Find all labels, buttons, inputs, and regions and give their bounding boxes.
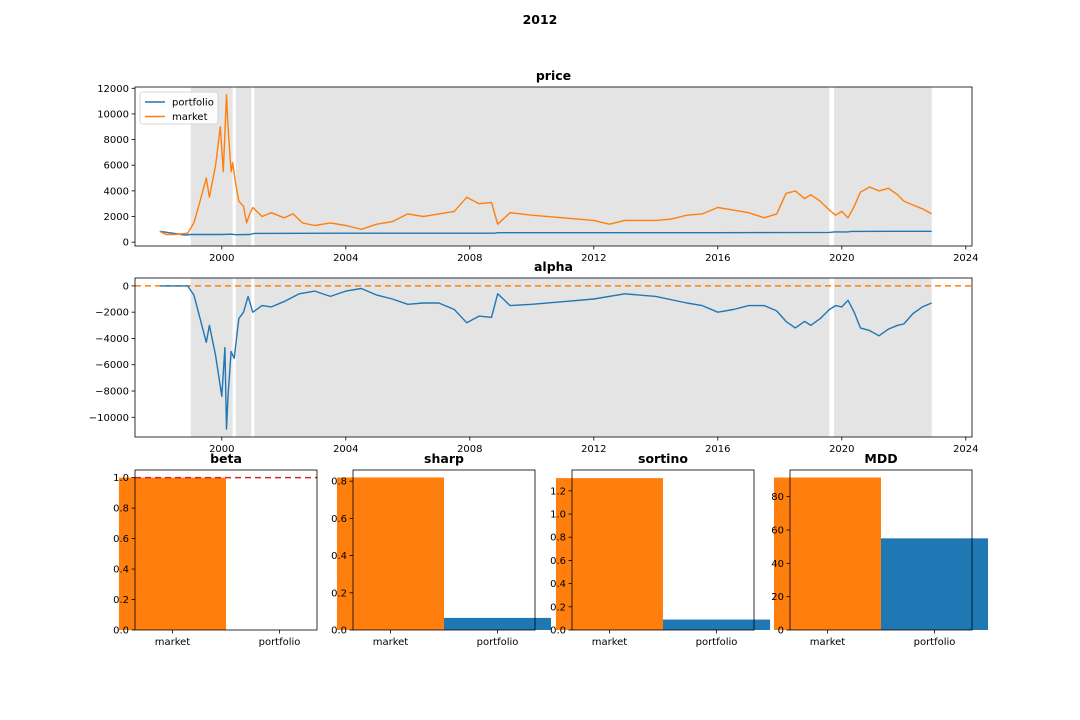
MDD-bar-market xyxy=(773,477,881,630)
MDD-bar-portfolio xyxy=(881,538,989,630)
alpha-xtick-label: 2012 xyxy=(581,444,606,455)
price-ytick-label: 12000 xyxy=(97,84,129,95)
price-ytick-label: 8000 xyxy=(104,135,129,146)
sharp-xtick-label: portfolio xyxy=(477,637,519,648)
sortino-ytick-label: 1.0 xyxy=(550,510,566,521)
price-xtick-label: 2000 xyxy=(209,253,234,264)
alpha-xtick-label: 2000 xyxy=(209,444,234,455)
MDD-xtick-label: portfolio xyxy=(914,637,956,648)
price-shaded-period xyxy=(834,87,932,246)
legend-label-portfolio: portfolio xyxy=(172,98,214,109)
beta-ytick-label: 0.2 xyxy=(113,595,129,606)
price-ytick-label: 10000 xyxy=(97,109,129,120)
sharp-ytick-label: 0.8 xyxy=(331,477,347,488)
price-xtick-label: 2012 xyxy=(581,253,606,264)
alpha-xtick-label: 2008 xyxy=(457,444,482,455)
alpha-xtick-label: 2024 xyxy=(953,444,978,455)
beta-bar-market xyxy=(118,477,226,630)
price-xtick-label: 2004 xyxy=(333,253,358,264)
price-axes-frame xyxy=(134,86,973,247)
sharp-ytick-label: 0.0 xyxy=(331,626,347,637)
beta-ytick-label: 0.8 xyxy=(113,504,129,515)
MDD-ytick-label: 0 xyxy=(778,626,784,637)
sharp-ytick-label: 0.6 xyxy=(331,514,347,525)
alpha-chart: 2000 2004 2008 2012 2016 2020 2024 −10000 −8000 −… xyxy=(89,259,979,455)
beta-title: beta xyxy=(210,451,242,466)
sortino-axes-frame xyxy=(571,469,755,631)
price-xtick-label: 2024 xyxy=(953,253,978,264)
alpha-xtick-label: 2016 xyxy=(705,444,730,455)
price-plot-area xyxy=(159,87,933,246)
sharp-bar-portfolio xyxy=(444,617,552,630)
alpha-shaded-period xyxy=(254,278,830,437)
MDD-title: MDD xyxy=(864,451,897,466)
alpha-axes-frame xyxy=(134,277,973,438)
price-ytick-label: 0 xyxy=(123,238,129,249)
MDD-ytick-label: 80 xyxy=(771,492,784,503)
sortino-bar-portfolio xyxy=(663,619,771,630)
sortino-bar-market xyxy=(555,478,663,630)
legend-label-market: market xyxy=(172,112,208,123)
alpha-xtick-label: 2004 xyxy=(333,444,358,455)
sortino-xtick-label: portfolio xyxy=(696,637,738,648)
price-shaded-period xyxy=(235,87,252,246)
price-shaded-period xyxy=(254,87,830,246)
beta-axes-frame xyxy=(134,469,318,631)
sharp-xtick-label: market xyxy=(373,637,409,648)
sortino-ytick-label: 0.4 xyxy=(550,579,566,590)
beta-ytick-label: 1.0 xyxy=(113,473,129,484)
sharp-bar-market xyxy=(336,477,444,630)
MDD-ytick-label: 40 xyxy=(771,559,784,570)
MDD-ytick-label: 60 xyxy=(771,526,784,537)
price-title: price xyxy=(536,68,571,83)
price-ytick-label: 2000 xyxy=(104,212,129,223)
alpha-ytick-label: 0 xyxy=(123,281,129,292)
beta-ytick-label: 0.0 xyxy=(113,626,129,637)
alpha-series-alpha xyxy=(159,285,932,430)
MDD-xtick-label: market xyxy=(810,637,846,648)
mdd-chart: market portfolio 0 20 40 60 80 MDD xyxy=(771,451,989,648)
price-xtick-label: 2008 xyxy=(457,253,482,264)
sortino-ytick-label: 0.8 xyxy=(550,533,566,544)
beta-chart: market portfolio 0.0 0.2 0.4 0.6 0.8 1.0 beta xyxy=(113,451,318,648)
price-ytick-label: 4000 xyxy=(104,186,129,197)
alpha-ytick-label: −10000 xyxy=(89,413,129,424)
price-ytick-label: 6000 xyxy=(104,161,129,172)
alpha-ytick-label: −2000 xyxy=(95,308,129,319)
price-xtick-label: 2020 xyxy=(829,253,854,264)
alpha-ytick-label: −8000 xyxy=(95,387,129,398)
sortino-title: sortino xyxy=(638,451,688,466)
sortino-ytick-label: 0.6 xyxy=(550,556,566,567)
MDD-axes-frame xyxy=(789,469,973,631)
price-series-market xyxy=(159,94,933,236)
price-xtick-label: 2016 xyxy=(705,253,730,264)
sortino-chart: market portfolio 0.0 0.2 0.4 0.6 0.8 1.0 1.2 sort… xyxy=(550,451,771,648)
alpha-xtick-label: 2020 xyxy=(829,444,854,455)
sharp-title: sharp xyxy=(424,451,464,466)
figure-title: 2012 xyxy=(523,12,558,27)
sortino-ytick-label: 0.2 xyxy=(550,602,566,613)
alpha-title: alpha xyxy=(534,259,573,274)
alpha-ytick-label: −4000 xyxy=(95,334,129,345)
price-series-portfolio xyxy=(159,230,932,236)
sortino-ytick-label: 0.0 xyxy=(550,626,566,637)
beta-ytick-label: 0.4 xyxy=(113,565,129,576)
alpha-plot-area xyxy=(135,278,972,437)
sortino-ytick-label: 1.2 xyxy=(550,486,566,497)
beta-ytick-label: 0.6 xyxy=(113,534,129,545)
price-legend: portfolio market xyxy=(139,91,219,125)
alpha-ytick-label: −6000 xyxy=(95,360,129,371)
sharp-ytick-label: 0.4 xyxy=(331,551,347,562)
beta-xtick-label: market xyxy=(155,637,191,648)
sharp-axes-frame xyxy=(352,469,536,631)
alpha-shaded-period xyxy=(235,278,252,437)
sharp-chart: market portfolio 0.0 0.2 0.4 0.6 0.8 sharp xyxy=(331,451,552,648)
beta-xtick-label: portfolio xyxy=(259,637,301,648)
price-chart: 2000 2004 2008 2012 2016 2020 2024 0 2000 4000 600… xyxy=(97,68,978,264)
sortino-xtick-label: market xyxy=(592,637,628,648)
sharp-ytick-label: 0.2 xyxy=(331,588,347,599)
MDD-ytick-label: 20 xyxy=(771,592,784,603)
